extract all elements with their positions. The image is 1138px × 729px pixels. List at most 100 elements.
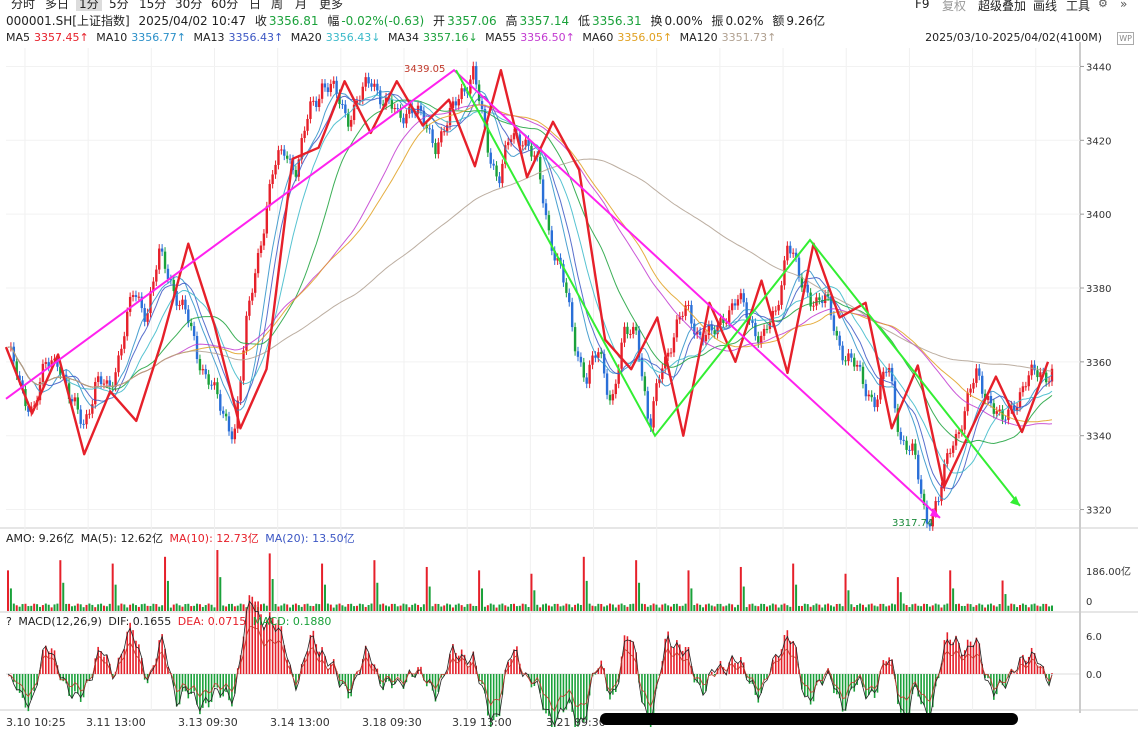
volume-bar xyxy=(341,605,344,611)
volume-bar xyxy=(446,603,449,611)
ws-badge[interactable]: WP xyxy=(1117,32,1134,45)
x-label-4: 3.18 09:30 xyxy=(362,716,422,729)
candle-body xyxy=(893,381,897,409)
tab-period-0[interactable]: 分时 xyxy=(11,0,36,11)
macd-macd: MACD: 0.1880 xyxy=(252,615,332,628)
draw-line-button[interactable]: 画线 xyxy=(1033,0,1058,13)
candle-body xyxy=(50,360,53,367)
volume-bar xyxy=(981,604,984,611)
volume-bar xyxy=(667,605,670,611)
candle-body xyxy=(728,310,731,323)
volume-bar xyxy=(396,606,399,611)
volume-bar xyxy=(466,604,469,611)
ma120-value: 3351.73↑ xyxy=(721,31,777,44)
candle-body xyxy=(12,346,16,362)
candle-body xyxy=(158,248,161,270)
candle-body xyxy=(626,326,629,335)
double-chevron-right-icon[interactable]: » xyxy=(1120,0,1128,11)
candle-body xyxy=(722,318,725,323)
tab-period-4[interactable]: 15分 xyxy=(139,0,167,11)
candle-body xyxy=(149,291,152,314)
macd-help[interactable]: ? xyxy=(6,615,12,628)
volume-bar xyxy=(350,603,353,611)
ma34-value: 3357.16↓ xyxy=(422,31,478,44)
volume-bar xyxy=(789,606,792,611)
volume-bar xyxy=(85,604,88,611)
candle-body xyxy=(681,315,684,317)
volume-bar xyxy=(763,603,766,611)
volume-bar xyxy=(402,603,405,611)
candle-body xyxy=(919,479,923,494)
y-tick-label: 3340 xyxy=(1086,432,1111,443)
tab-period-1[interactable]: 多日 xyxy=(45,0,70,11)
volume-bar xyxy=(681,605,684,611)
candle-body xyxy=(163,251,167,269)
gear-icon[interactable]: ⚙ xyxy=(1098,0,1108,10)
volume-bar xyxy=(114,584,117,611)
tab-period-10[interactable]: 更多 xyxy=(319,0,344,11)
tab-period-2[interactable]: 1分 xyxy=(76,0,102,11)
volume-bar xyxy=(722,606,725,611)
volume-bar xyxy=(1036,605,1039,611)
candle-body xyxy=(899,431,902,440)
candle-body xyxy=(521,145,524,147)
volume-bar xyxy=(361,604,364,611)
volume-bar xyxy=(771,603,774,611)
candle-body xyxy=(492,163,495,166)
volume-bar xyxy=(323,584,326,611)
volume-bar xyxy=(780,604,783,611)
tab-period-5[interactable]: 30分 xyxy=(175,0,203,11)
candle-body xyxy=(79,409,82,424)
candle-body xyxy=(123,336,126,349)
volume-bar xyxy=(428,586,431,611)
candle-body xyxy=(349,120,353,127)
volume-bar xyxy=(725,605,728,611)
tab-period-7[interactable]: 日 xyxy=(249,0,262,11)
tab-period-6[interactable]: 60分 xyxy=(211,0,239,11)
volume-bar xyxy=(795,584,798,611)
volume-bar xyxy=(655,604,658,611)
candle-body xyxy=(719,318,722,326)
candle-body xyxy=(146,313,149,322)
candle-body xyxy=(99,376,103,385)
volume-bar xyxy=(696,603,699,611)
candle-body xyxy=(367,77,370,84)
candle-body xyxy=(943,463,946,487)
candle-body xyxy=(227,416,231,432)
volume-bar xyxy=(33,603,36,611)
volume-bar xyxy=(129,604,132,611)
volume-bar xyxy=(321,563,324,611)
tab-period-3[interactable]: 5分 xyxy=(109,0,129,11)
candle-body xyxy=(475,66,478,85)
candle-body xyxy=(570,302,574,328)
tab-period-9[interactable]: 月 xyxy=(295,0,308,11)
volume-bar xyxy=(146,605,149,611)
tools-button[interactable]: 工具 xyxy=(1066,0,1091,13)
f9-button[interactable]: F9 xyxy=(915,0,930,11)
overlay-button[interactable]: 超级叠加 xyxy=(978,0,1027,13)
candle-body xyxy=(969,388,972,393)
volume-bar xyxy=(38,606,41,611)
candle-body xyxy=(582,362,585,378)
candle-body xyxy=(573,327,577,352)
volume-bar xyxy=(893,604,896,611)
x-label-6: 3.21 09:30 xyxy=(546,716,606,729)
volume-bar xyxy=(989,603,992,611)
volume-bar xyxy=(178,605,181,611)
volume-bar xyxy=(425,566,428,611)
candle-body xyxy=(986,396,990,400)
volume-bar xyxy=(347,604,350,611)
volume-bar xyxy=(760,603,763,611)
volume-bar xyxy=(193,605,196,611)
fuquan-button[interactable]: 复权 xyxy=(942,0,967,13)
ma5-value: 3357.45↑ xyxy=(34,31,89,44)
volume-bar xyxy=(955,604,958,611)
candle-body xyxy=(315,100,318,107)
candle-body xyxy=(550,230,554,251)
volume-bar xyxy=(550,606,553,611)
candle-body xyxy=(1033,364,1036,371)
volume-bar xyxy=(841,606,844,611)
volume-bar xyxy=(367,605,370,611)
tab-period-8[interactable]: 周 xyxy=(271,0,284,11)
volume-bar xyxy=(925,604,928,611)
